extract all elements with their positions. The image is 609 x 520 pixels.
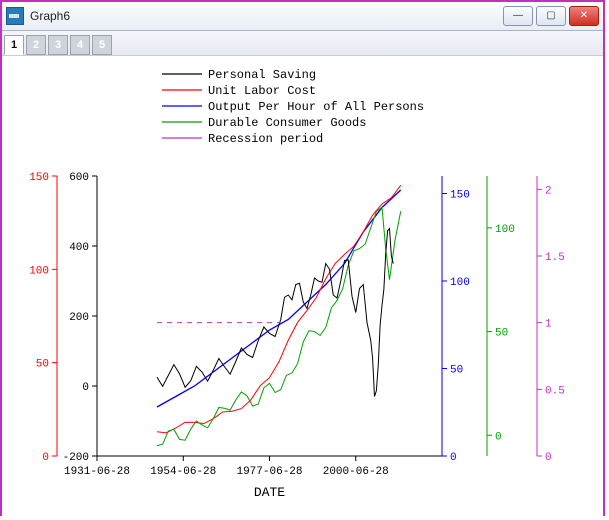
svg-text:1931-06-28: 1931-06-28 (64, 466, 130, 478)
window-buttons: — ▢ ✕ (503, 6, 599, 26)
app-icon (6, 7, 24, 25)
svg-text:0: 0 (495, 431, 502, 443)
svg-text:600: 600 (69, 172, 89, 184)
tab-4[interactable]: 4 (70, 35, 90, 55)
close-button[interactable]: ✕ (569, 6, 599, 26)
svg-text:50: 50 (450, 365, 463, 377)
svg-text:100: 100 (495, 224, 515, 236)
svg-text:0: 0 (545, 452, 552, 464)
svg-text:400: 400 (69, 242, 89, 254)
svg-text:Recession period: Recession period (208, 132, 323, 146)
svg-text:0: 0 (82, 382, 89, 394)
window-title: Graph6 (30, 9, 503, 23)
svg-text:1954-06-28: 1954-06-28 (150, 466, 216, 478)
svg-text:0.5: 0.5 (545, 385, 565, 397)
tab-1[interactable]: 1 (4, 35, 24, 55)
titlebar[interactable]: Graph6 — ▢ ✕ (2, 2, 603, 31)
svg-text:50: 50 (495, 328, 508, 340)
tab-2[interactable]: 2 (26, 35, 46, 55)
svg-text:-200: -200 (63, 452, 89, 464)
svg-text:150: 150 (450, 190, 470, 202)
maximize-button[interactable]: ▢ (536, 6, 566, 26)
svg-text:100: 100 (29, 265, 49, 277)
graph-window: Graph6 — ▢ ✕ 12345 Personal SavingUnit L… (0, 0, 605, 516)
tab-5[interactable]: 5 (92, 35, 112, 55)
chart-canvas: Personal Saving Unit Labor Cost Output Per… (2, 56, 603, 516)
svg-text:50: 50 (36, 359, 49, 371)
svg-text:Unit Labor Cost: Unit Labor Cost (208, 84, 316, 98)
svg-text:1.5: 1.5 (545, 252, 565, 264)
tab-3[interactable]: 3 (48, 35, 68, 55)
svg-text:150: 150 (29, 172, 49, 184)
svg-text:2000-06-28: 2000-06-28 (323, 466, 389, 478)
svg-text:0: 0 (450, 452, 457, 464)
minimize-button[interactable]: — (503, 6, 533, 26)
svg-text:1977-06-28: 1977-06-28 (236, 466, 302, 478)
svg-text:0: 0 (42, 452, 49, 464)
svg-text:100: 100 (450, 277, 470, 289)
svg-text:Output Per Hour of All Persons: Output Per Hour of All Persons (208, 100, 424, 114)
svg-text:DATE: DATE (254, 485, 285, 500)
svg-text:2: 2 (545, 185, 552, 197)
legend: Personal Saving Unit Labor Cost Output Per… (162, 68, 424, 146)
svg-text:1: 1 (545, 319, 552, 331)
svg-text:Durable Consumer Goods: Durable Consumer Goods (208, 116, 366, 130)
tabbar: 12345 (2, 31, 603, 56)
svg-text:Personal Saving: Personal Saving (208, 68, 316, 82)
svg-text:200: 200 (69, 312, 89, 324)
